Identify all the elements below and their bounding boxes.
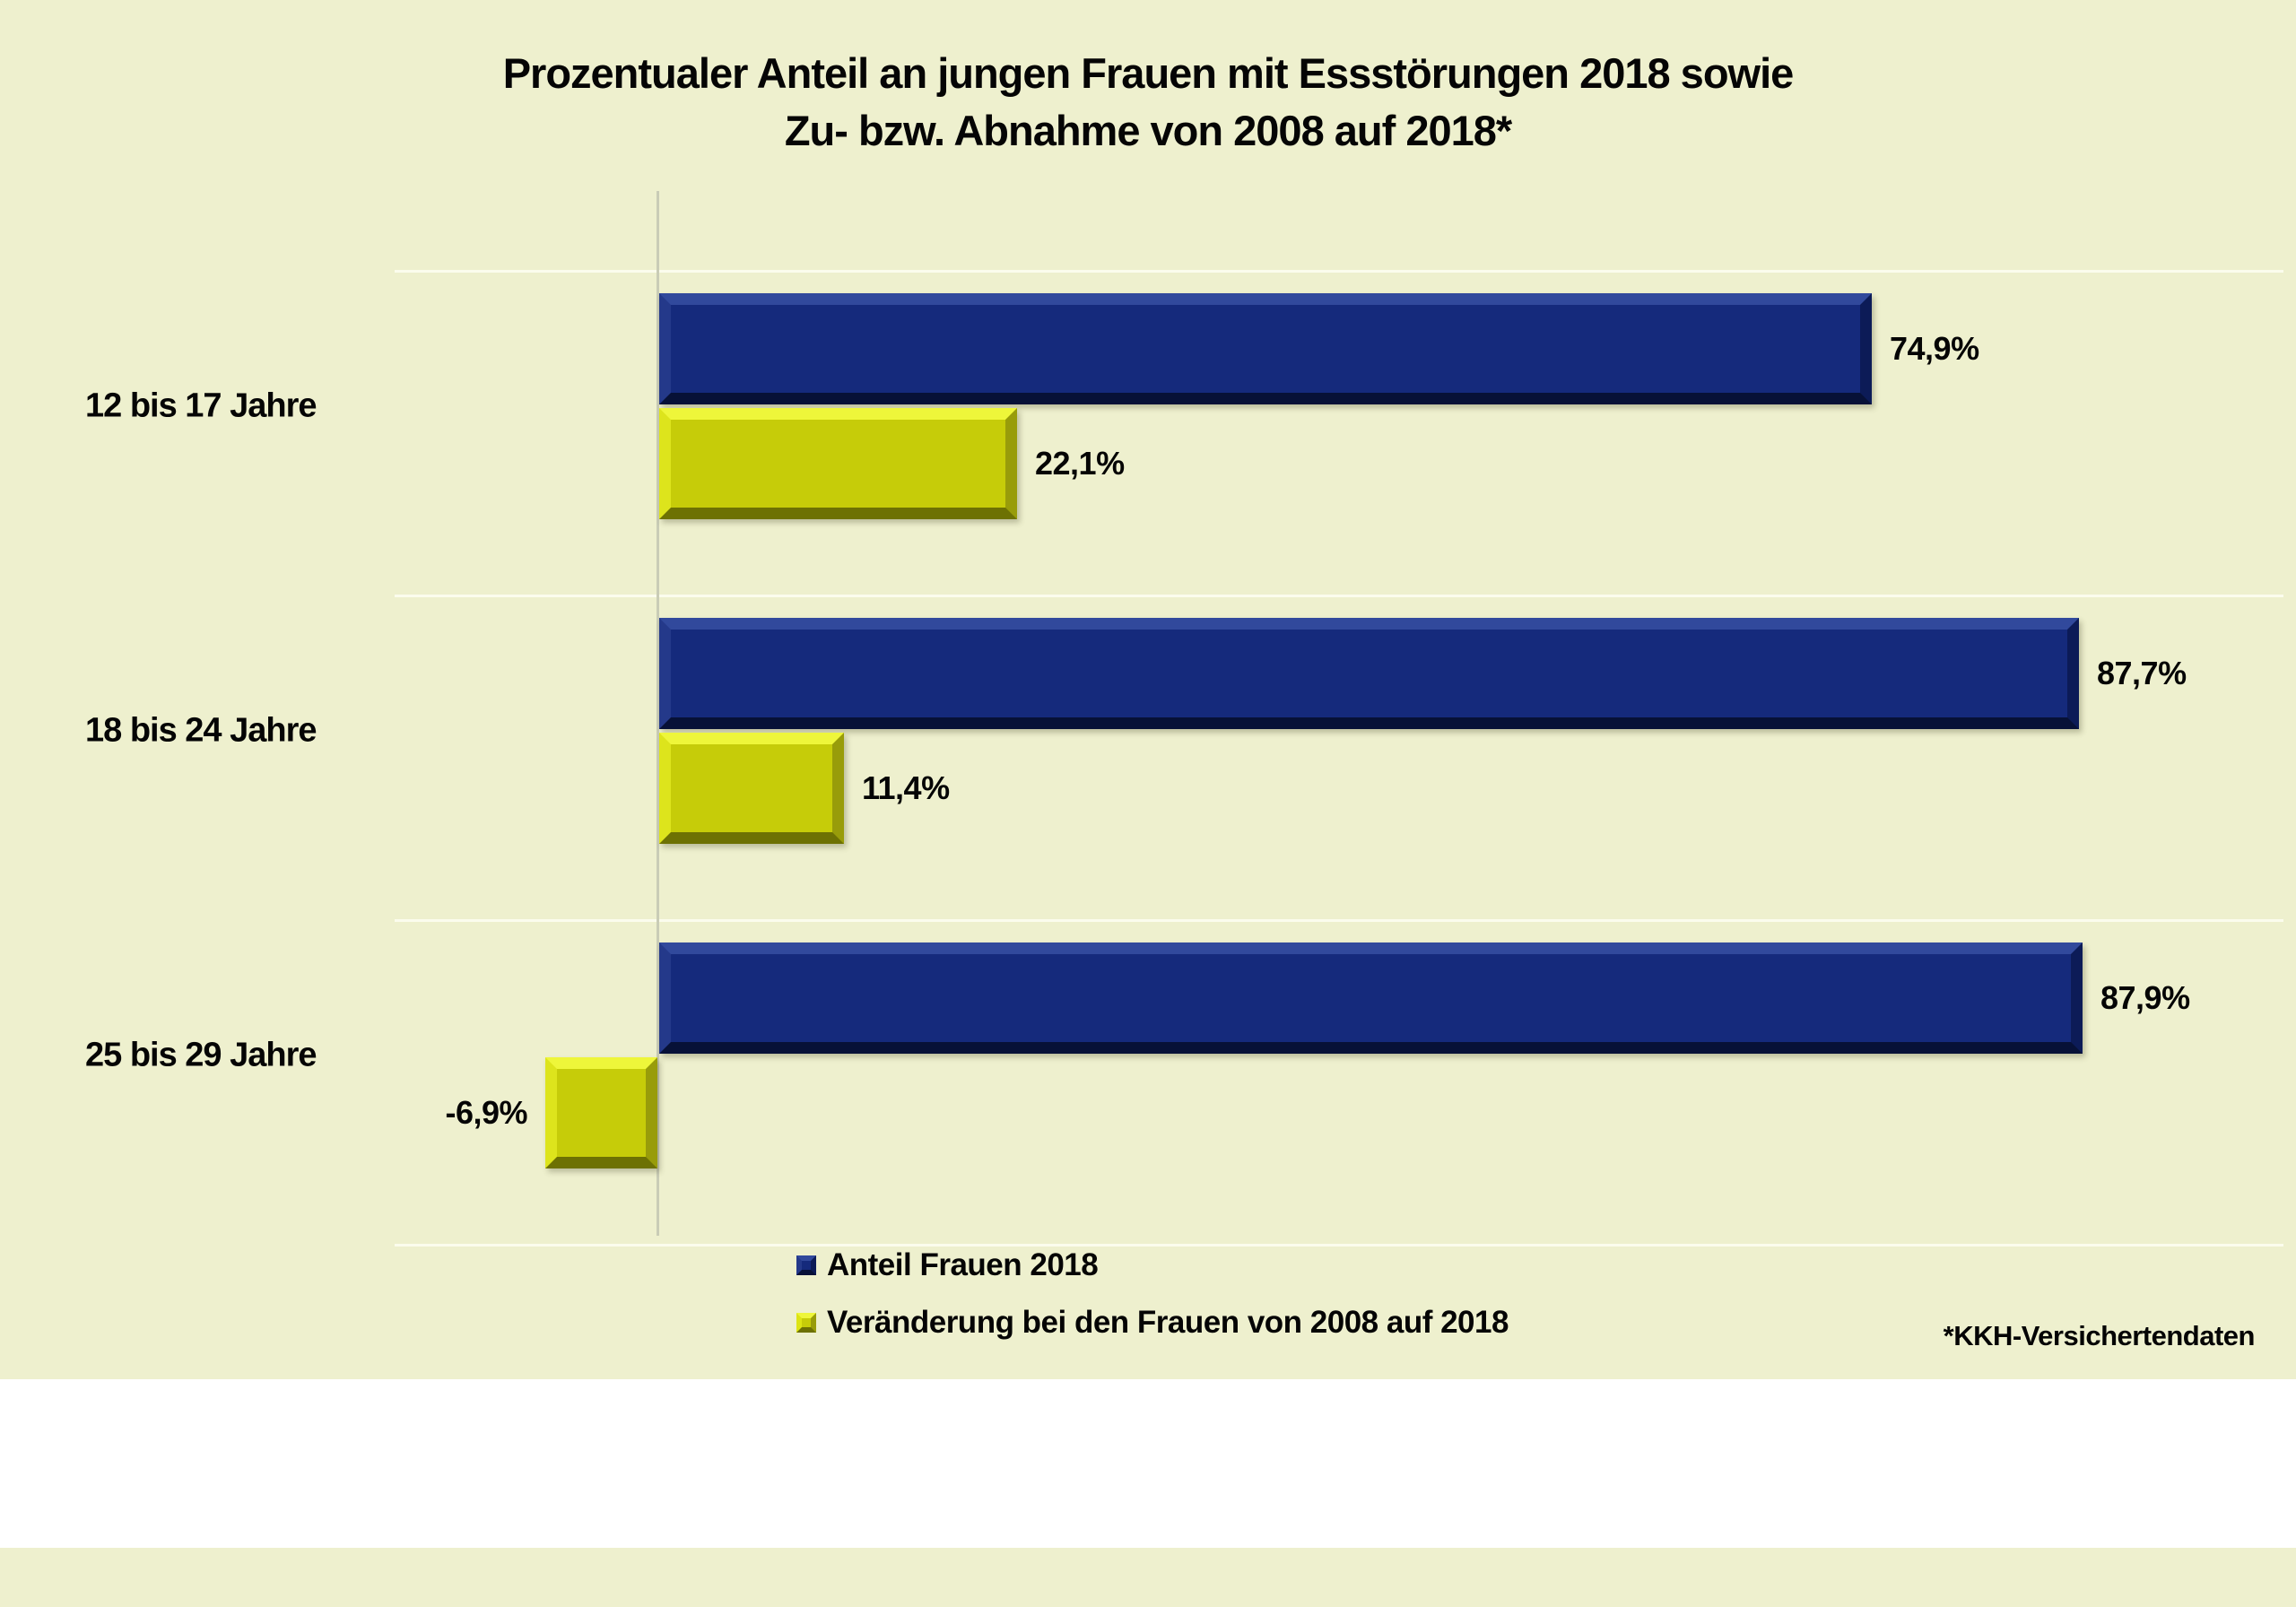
legend-marker-yellow-icon	[796, 1313, 816, 1333]
row-gridline	[395, 595, 2283, 597]
row-gridline	[395, 1244, 2283, 1247]
row-gridline	[395, 270, 2283, 273]
category-label: 12 bis 17 Jahre	[85, 387, 317, 425]
chart-title-line-1: Prozentualer Anteil an jungen Frauen mit…	[502, 49, 1795, 97]
legend-label-veraenderung: Veränderung bei den Frauen von 2008 auf …	[827, 1305, 1509, 1340]
row-gridline	[395, 919, 2283, 922]
bar-veraenderung	[659, 408, 1017, 519]
legend-marker-blue-icon	[796, 1255, 816, 1275]
chart-title-line-2: Zu- bzw. Abnahme von 2008 auf 2018*	[784, 107, 1512, 154]
legend-item-veraenderung: Veränderung bei den Frauen von 2008 auf …	[796, 1304, 1509, 1361]
legend-item-anteil: Anteil Frauen 2018	[796, 1247, 1509, 1304]
value-label: -6,9%	[445, 1094, 527, 1131]
value-label: 74,9%	[1890, 330, 1979, 367]
value-label: 87,9%	[2100, 979, 2190, 1016]
bar-veraenderung	[545, 1057, 657, 1168]
value-label: 22,1%	[1035, 445, 1125, 482]
bar-anteil	[659, 942, 2083, 1054]
value-label: 87,7%	[2097, 655, 2187, 691]
bar-veraenderung	[659, 733, 844, 844]
bar-anteil	[659, 618, 2079, 729]
bar-anteil	[659, 293, 1872, 404]
y-axis-line	[657, 191, 659, 1236]
source-footnote: *KKH-Versichertendaten	[1943, 1320, 2256, 1351]
legend-label-anteil: Anteil Frauen 2018	[827, 1247, 1099, 1282]
value-label: 11,4%	[862, 769, 950, 806]
legend: Anteil Frauen 2018 Veränderung bei den F…	[796, 1247, 1509, 1361]
chart-title: Prozentualer Anteil an jungen Frauen mit…	[0, 45, 2296, 160]
category-label: 25 bis 29 Jahre	[85, 1036, 317, 1074]
footer-band: KKH Kaufmännische Krankenkasse	[0, 1379, 2296, 1548]
category-label: 18 bis 24 Jahre	[85, 711, 317, 750]
